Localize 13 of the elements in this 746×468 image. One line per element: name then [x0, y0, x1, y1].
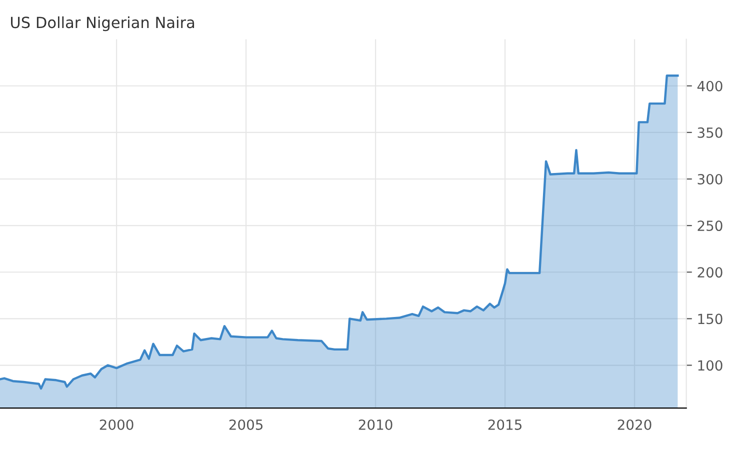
- y-tick-label: 200: [698, 267, 722, 278]
- x-tick-label: 2005: [229, 419, 262, 430]
- chart-title: US Dollar Nigerian Naira: [11, 16, 194, 32]
- y-tick-label: 100: [698, 360, 722, 371]
- x-tick-label: 2020: [618, 419, 652, 430]
- y-tick-label: 150: [698, 314, 722, 324]
- x-tick-label: 2015: [488, 419, 522, 430]
- x-tick-label: 2010: [358, 419, 392, 430]
- y-tick-label: 250: [698, 220, 722, 232]
- y-tick-label: 350: [698, 127, 722, 138]
- y-tick-label: 300: [698, 174, 722, 184]
- x-tick-label: 2000: [100, 419, 134, 430]
- y-tick-label: 400: [697, 80, 722, 92]
